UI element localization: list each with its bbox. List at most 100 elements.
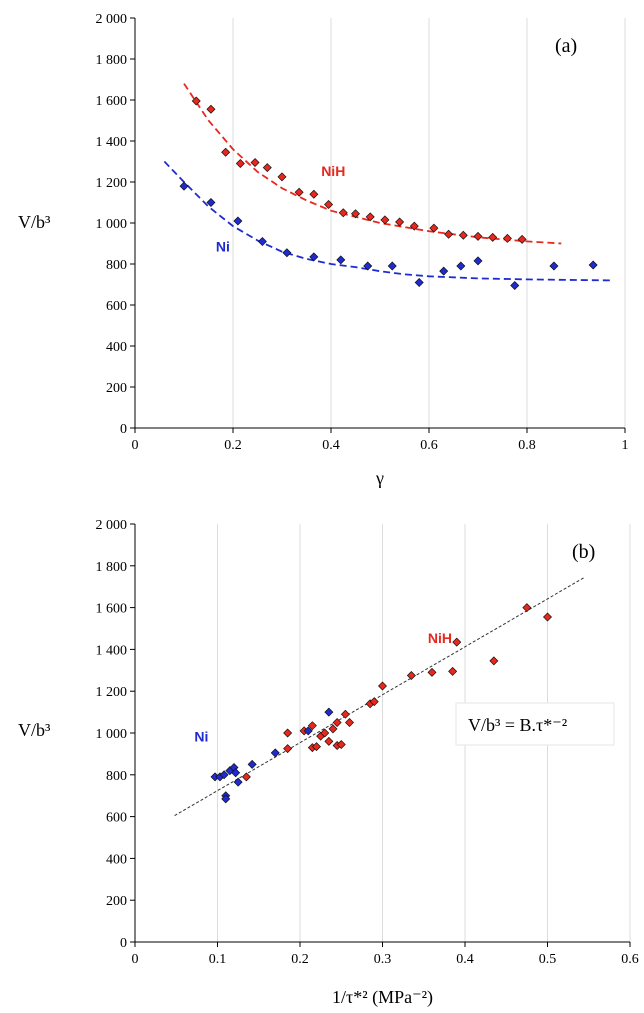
series-nih-point — [206, 104, 216, 114]
series-nih-point — [312, 742, 321, 752]
x-tick-label: 0.8 — [518, 438, 536, 453]
x-tick-label: 0 — [132, 438, 139, 453]
series-nih-point — [250, 158, 260, 168]
x-tick-label: 0.4 — [322, 438, 340, 453]
series-nih-fit-curve — [183, 83, 562, 245]
y-tick-label: 0 — [120, 936, 127, 951]
y-axis-title: V/b³ — [18, 720, 51, 740]
series-nih-point — [378, 681, 387, 691]
series-nih-point — [489, 656, 499, 666]
y-tick-label: 600 — [106, 811, 127, 826]
series-nih-point — [283, 744, 293, 754]
x-tick-label: 0.6 — [420, 438, 438, 453]
series-ni-point — [206, 198, 216, 207]
series-nih-point — [340, 709, 350, 719]
equation-annotation: V/b³ = B.τ*⁻² — [468, 715, 567, 735]
series-ni-point — [414, 277, 424, 287]
y-tick-label: 2 000 — [96, 12, 128, 27]
series-ni-point — [221, 794, 231, 804]
series-nih-point — [452, 637, 462, 647]
series-ni-point — [233, 777, 243, 787]
series-ni-point — [270, 748, 280, 758]
series-nih-point — [444, 229, 454, 239]
series-nih-point — [369, 697, 379, 707]
series-nih-point — [191, 96, 201, 106]
fit-line — [174, 576, 585, 817]
series-ni-point — [473, 256, 483, 266]
series-nih-point — [338, 208, 348, 218]
series-ni-point — [233, 216, 243, 226]
series-nih-point — [429, 223, 439, 233]
y-tick-label: 1 800 — [96, 53, 128, 68]
y-axis-title: V/b³ — [18, 212, 51, 232]
series-nih-point — [221, 147, 231, 157]
series-ni-point — [588, 260, 598, 270]
series-ni-point — [336, 255, 346, 265]
x-tick-label: 0.2 — [224, 438, 242, 453]
series-nih-point — [235, 159, 245, 169]
x-tick-label: 1 — [622, 438, 629, 453]
panel-b-chart: 0 200 400 600 800 1 000 1 200 1 400 1 600 1 800 2 … — [18, 518, 639, 1008]
series-nih-point — [502, 233, 512, 243]
series-ni-point — [257, 236, 267, 246]
y-tick-label: 1 000 — [96, 217, 128, 232]
y-tick-label: 1 200 — [96, 176, 128, 191]
x-tick-label: 0.5 — [539, 952, 557, 967]
series-nih-point — [458, 230, 468, 240]
series-nih-point — [406, 671, 416, 681]
series-ni-point — [219, 770, 229, 780]
y-tick-label: 1 400 — [96, 135, 128, 150]
y-tick-label: 400 — [106, 852, 127, 867]
series-nih-point — [307, 721, 317, 731]
series-ni-point — [387, 261, 397, 271]
series-nih-point — [409, 221, 419, 231]
series-nih-point — [320, 728, 330, 738]
y-tick-label: 1 600 — [96, 602, 128, 617]
x-axis-title: 1/τ*² (MPa⁻²) — [332, 987, 433, 1008]
series-nih-point — [336, 740, 346, 749]
y-tick-label: 1 600 — [96, 94, 128, 109]
series-nih-label: NiH — [428, 630, 452, 646]
series-nih-point — [309, 189, 319, 199]
series-ni-fit-curve — [163, 160, 611, 282]
series-nih-point — [517, 234, 527, 244]
y-tick-label: 200 — [106, 381, 127, 396]
y-tick-label: 1 200 — [96, 685, 128, 700]
series-nih-point — [365, 212, 375, 222]
y-tick-label: 1 000 — [96, 727, 128, 742]
series-nih-point — [332, 718, 342, 728]
y-tick-label: 200 — [106, 894, 127, 909]
x-axis-title: γ — [375, 468, 384, 488]
series-nih-point — [294, 187, 304, 197]
y-tick-label: 1 400 — [96, 643, 128, 658]
series-nih-label: NiH — [321, 163, 345, 179]
x-tick-label: 0 — [132, 952, 139, 967]
y-tick-label: 1 800 — [96, 560, 128, 575]
series-nih-point — [427, 667, 437, 677]
series-ni-label: Ni — [194, 728, 208, 744]
series-nih-point — [283, 728, 293, 738]
series-nih-point — [345, 718, 354, 728]
x-tick-label: 0.6 — [621, 952, 639, 967]
y-tick-label: 0 — [120, 422, 127, 437]
series-nih-point — [277, 172, 287, 182]
series-nih-point — [395, 217, 405, 227]
series-ni-point — [247, 759, 257, 769]
series-nih-point — [522, 603, 532, 613]
series-ni-point — [179, 181, 189, 191]
panel-label: (b) — [572, 541, 595, 563]
series-ni-point — [363, 261, 373, 271]
x-tick-label: 0.4 — [456, 952, 474, 967]
x-tick-label: 0.1 — [209, 952, 227, 967]
series-ni-point — [549, 261, 559, 271]
panel-label: (a) — [555, 35, 577, 57]
series-nih-point — [262, 163, 272, 173]
y-tick-label: 800 — [106, 769, 127, 784]
series-ni-point — [510, 281, 520, 291]
series-ni-point — [324, 707, 334, 717]
series-nih-point — [488, 232, 498, 242]
y-tick-label: 800 — [106, 258, 127, 273]
series-ni-label: Ni — [216, 239, 230, 255]
series-ni-point — [282, 248, 292, 258]
